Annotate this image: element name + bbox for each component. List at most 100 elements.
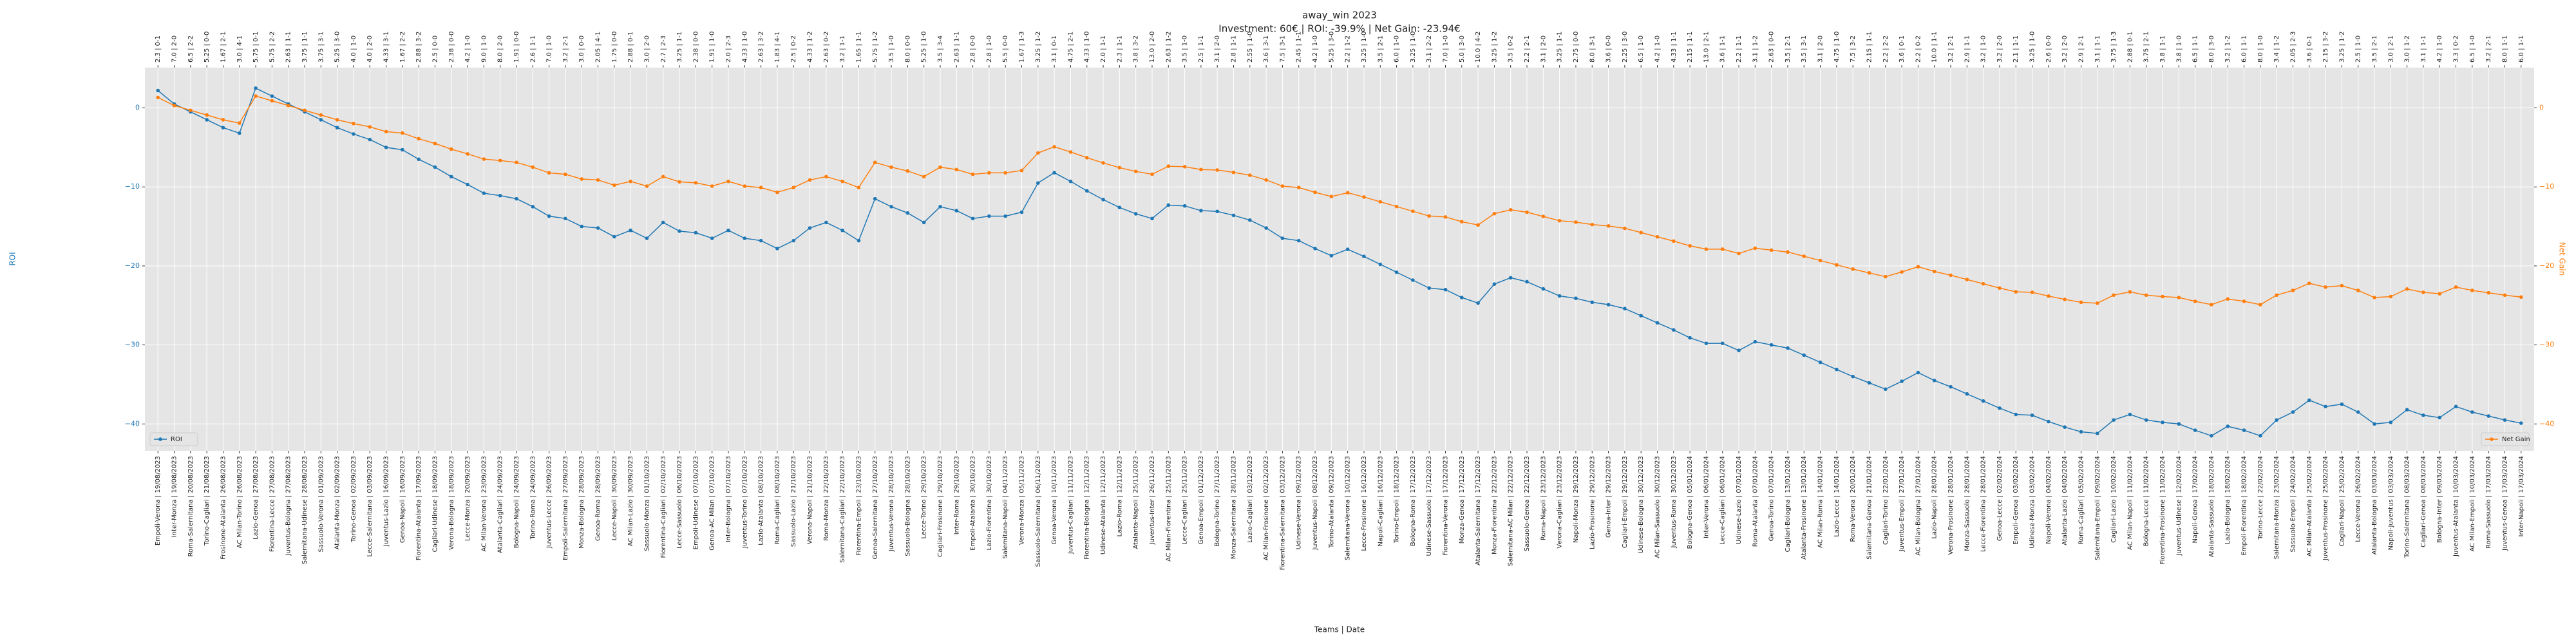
point bbox=[1557, 294, 1562, 298]
x-tick-label: Sassuolo-Verona | 01/09/2023 bbox=[317, 456, 325, 553]
point bbox=[2438, 292, 2442, 296]
point bbox=[2519, 421, 2523, 425]
match-label: 2.63 | 0-2 bbox=[823, 32, 830, 62]
point bbox=[466, 152, 469, 156]
point bbox=[1084, 156, 1089, 160]
point bbox=[1883, 274, 1888, 279]
match-label: 4.2 | 1-0 bbox=[2436, 35, 2443, 62]
point bbox=[2405, 287, 2409, 291]
point bbox=[808, 178, 812, 182]
x-tick-label: Torino-Roma | 24/09/2023 bbox=[529, 456, 536, 540]
match-label: 3.0 | 2-0 bbox=[643, 35, 650, 62]
point bbox=[2454, 285, 2458, 289]
point bbox=[1590, 300, 1595, 305]
point bbox=[2324, 285, 2327, 289]
point bbox=[1835, 263, 1839, 267]
match-label: 3.5 | 3-1 bbox=[1801, 35, 1808, 62]
x-tick-label: Napoli-Cagliari | 16/12/2023 bbox=[1377, 456, 1384, 547]
match-label: 3.0 | 1-2 bbox=[2404, 35, 2411, 62]
match-label: 4.33 | 1-0 bbox=[741, 32, 748, 62]
x-tick-label: Napoli-Monza | 29/12/2023 bbox=[1573, 456, 1580, 543]
x-tick-label: Cagliari-Bologna | 13/01/2024 bbox=[1785, 456, 1792, 552]
x-tick-label: Bologna-Lecce | 11/02/2024 bbox=[2143, 456, 2150, 546]
point bbox=[580, 177, 584, 181]
x-tick-label: Udinese-Sassuolo | 17/12/2023 bbox=[1426, 456, 1433, 556]
x-tick-label: Juventus-Bologna | 27/08/2023 bbox=[285, 456, 292, 556]
point bbox=[1737, 251, 1741, 256]
point bbox=[1867, 381, 1871, 385]
point bbox=[791, 238, 796, 243]
match-label: 3.75 | 2-1 bbox=[2143, 32, 2150, 62]
point bbox=[1443, 215, 1448, 219]
match-label: 3.5 | 2-1 bbox=[1785, 35, 1792, 62]
x-tick-label: Roma-Napoli | 23/12/2023 bbox=[1540, 456, 1547, 540]
match-label: 4.2 | 1-0 bbox=[464, 35, 471, 62]
y2-tick-label: −10 bbox=[2539, 182, 2554, 191]
match-label: 5.75 | 0-1 bbox=[252, 32, 260, 62]
point bbox=[726, 228, 730, 232]
x-tick-label: Inter-Monza | 19/08/2023 bbox=[171, 456, 178, 537]
match-label: 5.75 | 2-2 bbox=[269, 32, 276, 62]
x-tick-label: Empoli-Salernitana | 27/09/2023 bbox=[562, 456, 569, 560]
point bbox=[1720, 341, 1725, 345]
point bbox=[1280, 236, 1285, 240]
match-label: 9.0 | 1-0 bbox=[480, 35, 488, 62]
match-label: 2.5 | 1-0 bbox=[2355, 35, 2362, 62]
point bbox=[2486, 290, 2490, 295]
point bbox=[1231, 213, 1236, 218]
match-label: 5.25 | 0-0 bbox=[204, 32, 211, 62]
point bbox=[2405, 408, 2409, 412]
point bbox=[449, 175, 453, 179]
match-label: 2.5 | 1-1 bbox=[1198, 35, 1205, 62]
point bbox=[1835, 367, 1839, 372]
x-tick-label: Lazio-Frosinone | 29/12/2023 bbox=[1589, 456, 1596, 549]
x-tick-label: Atalanta-Monza | 02/09/2023 bbox=[334, 456, 341, 549]
match-label: 2.05 | 2-3 bbox=[2289, 32, 2297, 62]
x-tick-label: Fiorentina-Bologna | 12/11/2023 bbox=[1084, 456, 1091, 560]
match-label: 1.91 | 1-0 bbox=[709, 32, 716, 62]
x-tick-label: Torino-Genoa | 02/09/2023 bbox=[350, 456, 357, 543]
point bbox=[2454, 404, 2458, 409]
point bbox=[2503, 293, 2507, 298]
point bbox=[1199, 209, 1203, 213]
match-label: 2.38 | 0-0 bbox=[448, 32, 455, 62]
match-label: 4.33 | 1-1 bbox=[1671, 32, 1678, 62]
point bbox=[2128, 412, 2132, 417]
match-label: 5.25 | 3-0 bbox=[334, 32, 341, 62]
x-tick-label: Udinese-Bologna | 30/12/2023 bbox=[1638, 456, 1645, 554]
x-tick-label: Juventus-Verona | 28/10/2023 bbox=[888, 456, 895, 552]
x-tick-label: Roma-Atalanta | 07/01/2024 bbox=[1752, 456, 1759, 547]
x-tick-label: Cagliari-Torino | 22/01/2024 bbox=[1882, 456, 1889, 545]
match-label: 5.25 | 1-0 bbox=[921, 32, 928, 62]
point bbox=[2340, 402, 2344, 406]
match-label: 8.0 | 3-1 bbox=[1589, 35, 1596, 62]
point bbox=[775, 247, 779, 251]
x-tick-label: Genoa-Inter | 29/12/2023 bbox=[1605, 456, 1613, 538]
x-tick-label: Juventus-Torino | 07/10/2023 bbox=[741, 456, 748, 549]
point bbox=[547, 214, 551, 218]
x-tick-label: Atalanta-Lazio | 04/02/2024 bbox=[2061, 456, 2069, 545]
match-label: 4.75 | 1-0 bbox=[1833, 32, 1841, 62]
x-tick-label: Lecce-Frosinone | 16/12/2023 bbox=[1361, 456, 1368, 551]
point bbox=[254, 94, 258, 98]
match-label: 2.1 | 1-1 bbox=[2012, 35, 2020, 62]
chart-title: away_win 2023 bbox=[1302, 10, 1377, 22]
point bbox=[254, 86, 258, 90]
point bbox=[808, 226, 812, 230]
point bbox=[1720, 247, 1725, 251]
point bbox=[1052, 171, 1056, 175]
point bbox=[1574, 220, 1578, 224]
point bbox=[2144, 293, 2148, 298]
point bbox=[873, 160, 877, 165]
point bbox=[156, 95, 160, 100]
x-tick-label: Torino-Lecce | 22/02/2024 bbox=[2257, 456, 2264, 540]
x-tick-label: Udinese-Monza | 03/02/2024 bbox=[2029, 456, 2036, 549]
point bbox=[2421, 290, 2425, 294]
x-tick-label: Atalanta-Salernitana | 17/12/2023 bbox=[1475, 456, 1482, 565]
point bbox=[1182, 165, 1187, 169]
match-label: 2.3 | 1-1 bbox=[1116, 35, 1123, 62]
x-tick-label: Fiorentina-Lecce | 27/08/2023 bbox=[269, 456, 276, 552]
point bbox=[1786, 250, 1790, 254]
match-label: 8.0 | 0-0 bbox=[904, 35, 911, 62]
